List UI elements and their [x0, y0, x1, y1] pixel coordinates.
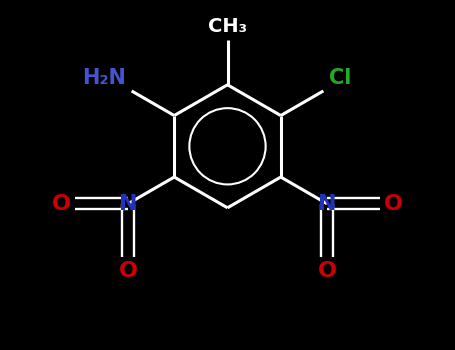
Text: O: O	[318, 261, 336, 281]
Text: O: O	[119, 261, 137, 281]
Text: N: N	[318, 194, 336, 214]
Text: O: O	[52, 194, 71, 214]
Text: CH₃: CH₃	[208, 18, 247, 36]
Text: O: O	[384, 194, 403, 214]
Text: H₂N: H₂N	[82, 69, 126, 89]
Text: N: N	[119, 194, 137, 214]
Text: Cl: Cl	[329, 69, 352, 89]
